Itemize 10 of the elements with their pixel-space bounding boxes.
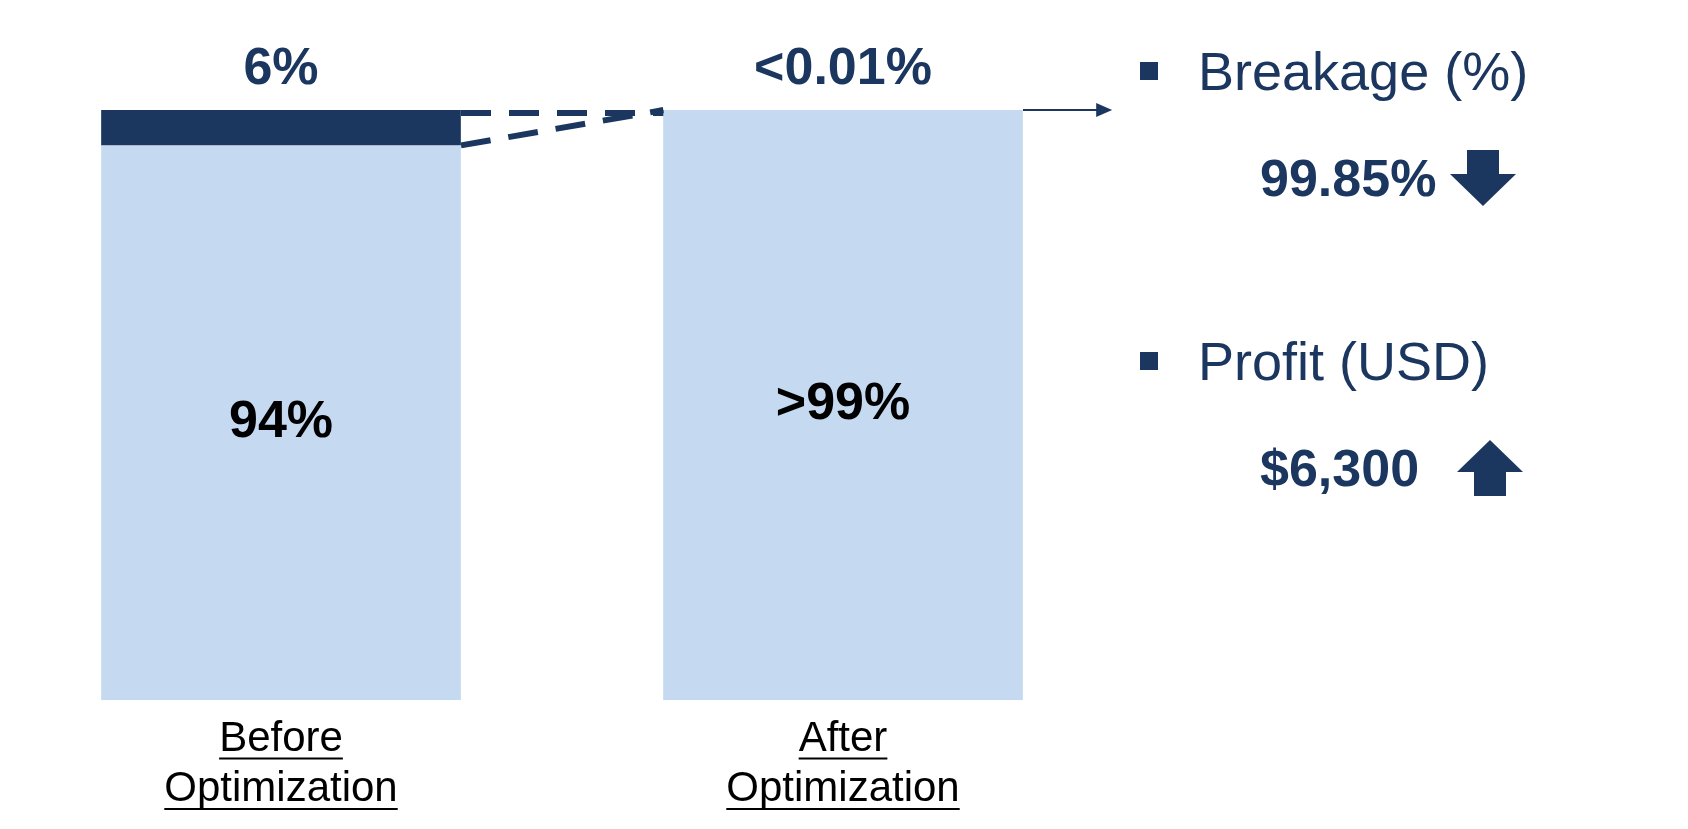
data-label: 6% (243, 37, 319, 96)
data-label: >99% (775, 372, 911, 431)
text: 99.85% (1260, 148, 1437, 208)
text: Breakage (%) (1198, 40, 1529, 102)
text: $6,300 (1260, 438, 1420, 498)
x-tick-label: Before Optimization (164, 712, 398, 811)
data-label: 94% (228, 390, 334, 449)
text: Profit (USD) (1198, 330, 1490, 392)
x-tick-label: After Optimization (726, 712, 960, 811)
data-label: <0.01% (754, 37, 932, 96)
